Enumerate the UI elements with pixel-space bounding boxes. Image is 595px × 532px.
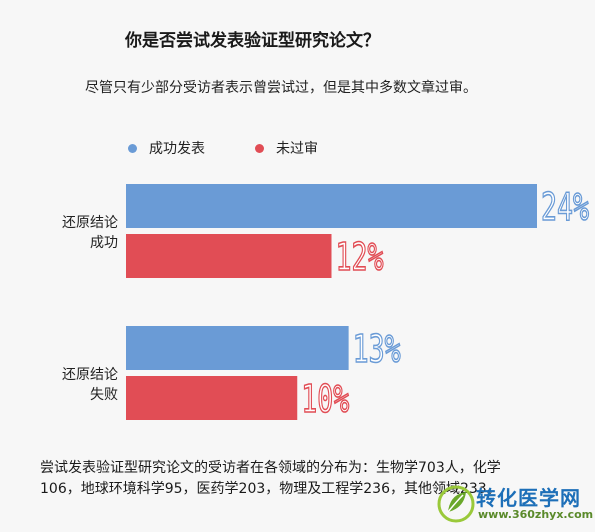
watermark-url: www.360zhyx.com [478, 508, 594, 521]
legend-swatch-rejected [255, 143, 264, 153]
value-label-success-cat-failure: 13% [353, 327, 401, 371]
category-label-success: 还原结论 成功 [62, 215, 118, 251]
legend-label-rejected: 未过审 [276, 141, 318, 157]
chart-title: 你是否尝试发表验证型研究论文？ [125, 31, 380, 51]
watermark-text: 转化医学网 [476, 486, 581, 510]
bar-success-cat-failure [126, 326, 349, 370]
category-label-failure: 还原结论 失败 [62, 367, 118, 403]
value-label-rejected-cat-failure: 10% [301, 377, 349, 421]
legend-swatch-success [128, 143, 137, 153]
legend-item-success: 成功发表 [128, 138, 205, 158]
bar-chart: 24% 12% 13%10% [126, 184, 590, 422]
bar-rejected-cat-failure [126, 376, 298, 420]
value-label-success-cat-success: 24% [541, 185, 589, 229]
value-label-rejected-cat-success: 12% [336, 235, 384, 279]
bar-success-cat-success [126, 184, 537, 228]
legend-label-success: 成功发表 [149, 141, 205, 157]
chart-subtitle: 尽管只有少部分受访者表示曾尝试过，但是其中多数文章过审。 [85, 80, 477, 96]
leaf-logo-icon [437, 485, 475, 523]
bar-rejected-cat-success [126, 234, 332, 278]
legend-item-rejected: 未过审 [255, 138, 318, 158]
footnote: 尝试发表验证型研究论文的受访者在各领域的分布为：生物学703人，化学106，地球… [40, 460, 501, 497]
watermark: 转化医学网 www.360zhyx.com [436, 482, 594, 526]
